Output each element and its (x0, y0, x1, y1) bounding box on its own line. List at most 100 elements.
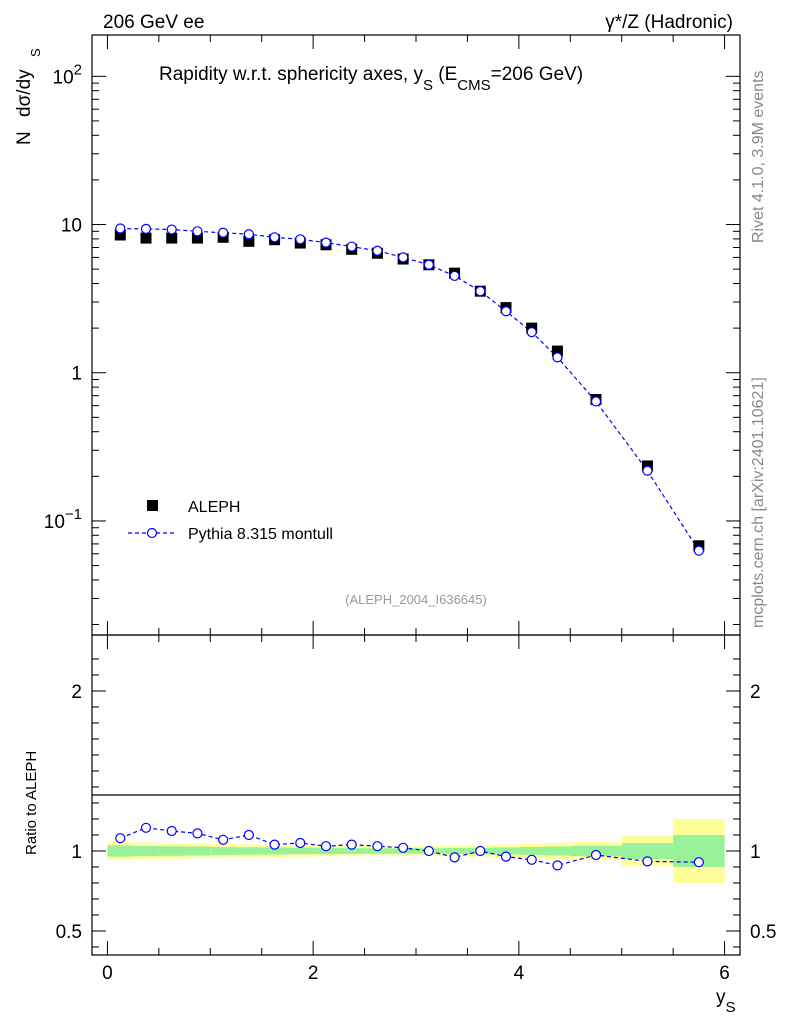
aleph-point (114, 229, 126, 241)
aleph-point (166, 232, 178, 244)
ratio-y-tick-label-right: 1 (750, 842, 761, 863)
stat-band (441, 848, 468, 854)
legend-aleph-marker (147, 500, 158, 511)
ratio-y-ticks: 0.5 0.5 1 1 2 2 (56, 658, 776, 948)
main-y-tick-label-exp: 2 (74, 61, 82, 78)
mc-point (423, 259, 434, 270)
plot-title-main: Rapidity w.r.t. sphericity axes, y (159, 64, 423, 85)
legend-mc-marker (146, 527, 158, 539)
mc-point (269, 232, 280, 243)
ratio-y-tick-label-left: 2 (71, 682, 82, 703)
ratio-data-points (115, 822, 704, 871)
ratio-point (693, 857, 704, 868)
plot-title-end: =206 GeV) (491, 64, 583, 85)
ratio-point (192, 828, 203, 839)
mc-series-line (120, 227, 700, 552)
ratio-panel: 0.5 0.5 1 1 2 2 Ratio to ALEPH 0 2 4 6 yS (23, 634, 776, 1016)
x-tick-label: 6 (719, 963, 730, 984)
stat-band (287, 847, 314, 855)
aleph-point (191, 232, 203, 244)
ratio-point (295, 837, 306, 849)
aleph-point (551, 345, 563, 357)
main-panel-frame (91, 34, 741, 636)
ratio-point (500, 851, 512, 862)
stat-band (107, 845, 134, 857)
x-tick-labels: 0 2 4 6 (102, 963, 730, 984)
stat-band (158, 846, 185, 856)
main-y-tick-label-base: 10 (61, 216, 82, 237)
ratio-point (590, 849, 602, 861)
rivet-version-label: Rivet 4.1.0, 3.9M events (750, 70, 767, 243)
mc-point (475, 286, 486, 297)
header-left-label: 206 GeV ee (103, 12, 204, 33)
plot-title-mid: (E (433, 64, 457, 85)
ratio-y-tick-label-left: 0.5 (56, 922, 82, 943)
mc-point (500, 306, 512, 317)
main-y-tick-label-base: 10 (44, 512, 65, 533)
mc-point (295, 234, 306, 245)
main-y-axis-sub: S (28, 48, 43, 57)
main-y-tick-label: 1 (71, 364, 82, 385)
mc-point (552, 352, 563, 363)
x-tick-label: 2 (308, 963, 319, 984)
stat-band (236, 847, 262, 855)
mc-point (590, 396, 602, 407)
main-y-axis-n: N (14, 131, 35, 145)
mc-point (115, 223, 126, 234)
mc-point (372, 245, 383, 256)
main-y-tick-label-exp: −1 (65, 506, 82, 523)
ratio-point (552, 860, 563, 871)
main-y-tick-label-base: 1 (71, 364, 82, 385)
ratio-point (398, 842, 409, 853)
mcplots-label: mcplots.cern.ch [arXiv:2401.10621] (750, 377, 767, 628)
x-axis-label-sub: S (726, 999, 736, 1016)
mc-data-points (115, 223, 704, 556)
ratio-point (320, 841, 332, 852)
analysis-tag: (ALEPH_2004_I636645) (345, 592, 487, 607)
mc-point (192, 226, 203, 237)
mc-point (346, 241, 357, 252)
plot-title: Rapidity w.r.t. sphericity axes, yS (ECM… (159, 64, 583, 94)
main-y-tick-label: 10 (61, 216, 82, 237)
mc-point (218, 227, 229, 238)
mc-point (693, 545, 704, 556)
header-right-label: γ*/Z (Hadronic) (605, 12, 733, 33)
stat-band (133, 845, 159, 857)
mc-point (140, 223, 152, 234)
ratio-panel-frame (91, 634, 741, 956)
stat-band (544, 846, 571, 856)
main-x-ticks (106, 35, 726, 635)
main-y-tick-label: 102 (53, 61, 82, 88)
x-tick-label: 4 (514, 963, 525, 984)
stat-band (621, 843, 674, 859)
aleph-point (243, 235, 255, 247)
stat-band (261, 847, 288, 855)
ratio-point (423, 845, 434, 857)
main-y-tick-label: 10−1 (44, 506, 82, 533)
ratio-point (346, 839, 357, 850)
ratio-point (218, 834, 229, 845)
legend-mc-label: Pythia 8.315 montull (188, 526, 333, 543)
stat-band (338, 848, 365, 854)
x-tick-label: 0 (102, 963, 113, 984)
main-y-tick-label-base: 10 (53, 67, 74, 88)
aleph-point (140, 232, 152, 244)
ratio-point (475, 845, 486, 857)
ratio-point (526, 854, 537, 865)
legend: ALEPH Pythia 8.315 montull (128, 499, 333, 543)
ratio-point (642, 856, 653, 867)
main-y-axis-main: dσ/dy (14, 69, 35, 117)
stat-band (184, 846, 211, 856)
ratio-point (140, 822, 152, 833)
ratio-point (372, 841, 383, 852)
ratio-point (115, 833, 126, 844)
mc-point (526, 327, 537, 338)
mc-point (642, 465, 653, 476)
ratio-point (449, 852, 460, 863)
x-axis-label-main: y (716, 987, 726, 1008)
ratio-y-tick-label-right: 2 (750, 682, 761, 703)
mc-point (449, 270, 460, 282)
